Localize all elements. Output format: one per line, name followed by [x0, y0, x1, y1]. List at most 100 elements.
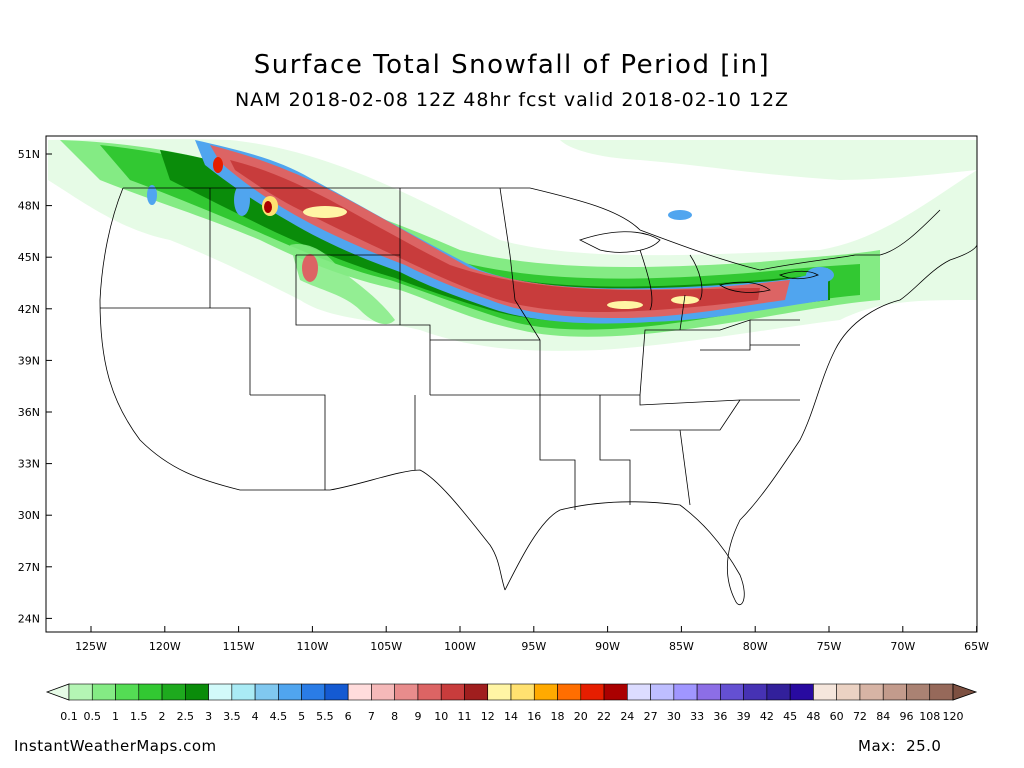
state-lines-plains	[414, 187, 576, 510]
colorbar-swatch	[161, 683, 186, 701]
lon-tick-label: 85W	[669, 640, 694, 653]
colorbar-swatch	[464, 683, 489, 701]
colorbar-swatch	[487, 683, 512, 701]
lat-tick-label: 39N	[18, 354, 40, 367]
colorbar-label: 42	[760, 710, 774, 723]
snow-max-dark-1	[264, 201, 272, 213]
lon-tick-label: 115W	[223, 640, 255, 653]
colorbar-label: 20	[574, 710, 588, 723]
colorbar-label: 2.5	[177, 710, 195, 723]
map-subtitle: NAM 2018-02-08 12Z 48hr fcst valid 2018-…	[234, 89, 790, 111]
colorbar-label: 4	[252, 710, 259, 723]
colorbar-label: 6	[345, 710, 352, 723]
colorbar-label: 14	[504, 710, 518, 723]
lon-tick-label: 125W	[75, 640, 107, 653]
colorbar-swatch	[720, 683, 744, 701]
state-lines-east	[540, 294, 800, 506]
lat-tick-label: 45N	[18, 251, 40, 264]
snow-max-yellow-2	[607, 301, 643, 309]
colorbar-label: 72	[853, 710, 867, 723]
latitude-axis: 51N 48N 45N 42N 39N 36N 33N 30N 27N 24N	[18, 148, 52, 625]
colorbar-label: 5	[298, 710, 305, 723]
colorbar-label: 33	[690, 710, 704, 723]
colorbar-label: 9	[414, 710, 421, 723]
snow-cell-mi	[668, 210, 692, 220]
colorbar-swatch	[627, 683, 651, 701]
lat-tick-label: 24N	[18, 612, 40, 625]
colorbar-label: 39	[737, 710, 751, 723]
lon-tick-label: 75W	[817, 640, 842, 653]
site-credit: InstantWeatherMaps.com	[14, 737, 217, 755]
colorbar-swatch	[254, 683, 279, 701]
colorbar-label: 36	[713, 710, 727, 723]
colorbar-label: 1.5	[130, 710, 148, 723]
colorbar-swatch	[882, 683, 907, 701]
colorbar-swatch	[91, 683, 116, 701]
colorbar-swatch	[603, 683, 628, 701]
lat-tick-label: 42N	[18, 303, 40, 316]
colorbar-label: 5.5	[316, 710, 334, 723]
lon-tick-label: 100W	[444, 640, 476, 653]
colorbar-swatch	[208, 683, 233, 701]
map-frame	[45, 135, 978, 633]
colorbar-swatch	[929, 683, 954, 701]
colorbar-label: 1	[112, 710, 119, 723]
colorbar-label: 96	[899, 710, 913, 723]
colorbar-swatch	[347, 683, 372, 701]
colorbar-label: 108	[919, 710, 940, 723]
snow-cell-2	[147, 185, 157, 205]
lon-tick-label: 105W	[370, 640, 402, 653]
lat-tick-label: 51N	[18, 148, 40, 161]
colorbar-swatch	[417, 683, 442, 701]
snow-cell-3	[234, 184, 250, 216]
colorbar-swatch	[301, 683, 326, 701]
colorbar-label: 18	[551, 710, 565, 723]
colorbar-label: 16	[527, 710, 541, 723]
colorbar-label: 7	[368, 710, 375, 723]
colorbar: 0.1 0.5 1 1.5 2 2.5 3 3.5 4 4.5 5 5.5 6 7 8 9 10 11 12 14 16…	[45, 683, 978, 723]
snow-max-yellow-3	[671, 296, 699, 304]
colorbar-label: 45	[783, 710, 797, 723]
lat-tick-label: 30N	[18, 509, 40, 522]
colorbar-swatch	[836, 683, 861, 701]
state-lines-west	[100, 188, 431, 490]
colorbar-swatch	[440, 683, 465, 701]
max-value: 25.0	[906, 737, 942, 755]
colorbar-label: 0.5	[84, 710, 102, 723]
colorbar-label: 3.5	[223, 710, 241, 723]
snow-band-green-2	[100, 145, 860, 330]
lon-tick-label: 110W	[296, 640, 328, 653]
lon-tick-label: 95W	[521, 640, 546, 653]
colorbar-swatch	[789, 683, 814, 701]
colorbar-swatch	[371, 683, 395, 701]
colorbar-swatch	[324, 683, 349, 701]
colorbar-swatch	[278, 683, 302, 701]
great-lakes	[578, 231, 819, 311]
colorbar-swatch	[115, 683, 140, 701]
longitude-axis: 125W 120W 115W 110W 105W 100W 95W 90W 85W 80W 75W 7…	[75, 626, 989, 653]
colorbar-swatch	[231, 683, 256, 701]
colorbar-swatch	[766, 683, 791, 701]
colorbar-swatch	[533, 683, 558, 701]
lon-tick-label: 65W	[964, 640, 989, 653]
colorbar-label: 60	[830, 710, 844, 723]
lon-tick-label: 70W	[890, 640, 915, 653]
snow-band-light-ne	[560, 140, 977, 180]
snow-cell-1	[302, 254, 318, 282]
colorbar-swatch	[859, 683, 884, 701]
colorbar-swatch	[650, 683, 675, 701]
colorbar-swatch	[394, 683, 419, 701]
colorbar-label: 120	[943, 710, 964, 723]
snow-max-yellow-1	[303, 206, 347, 218]
colorbar-label: 30	[667, 710, 681, 723]
max-value-readout: Max: 25.0	[858, 737, 941, 755]
lon-tick-label: 120W	[149, 640, 181, 653]
snow-max-dark-2	[213, 157, 223, 173]
colorbar-swatch	[673, 683, 698, 701]
geography-lines	[99, 187, 977, 606]
colorbar-arrow-left	[45, 683, 70, 701]
colorbar-swatch	[743, 683, 768, 701]
colorbar-swatch	[696, 683, 721, 701]
colorbar-label: 24	[620, 710, 634, 723]
